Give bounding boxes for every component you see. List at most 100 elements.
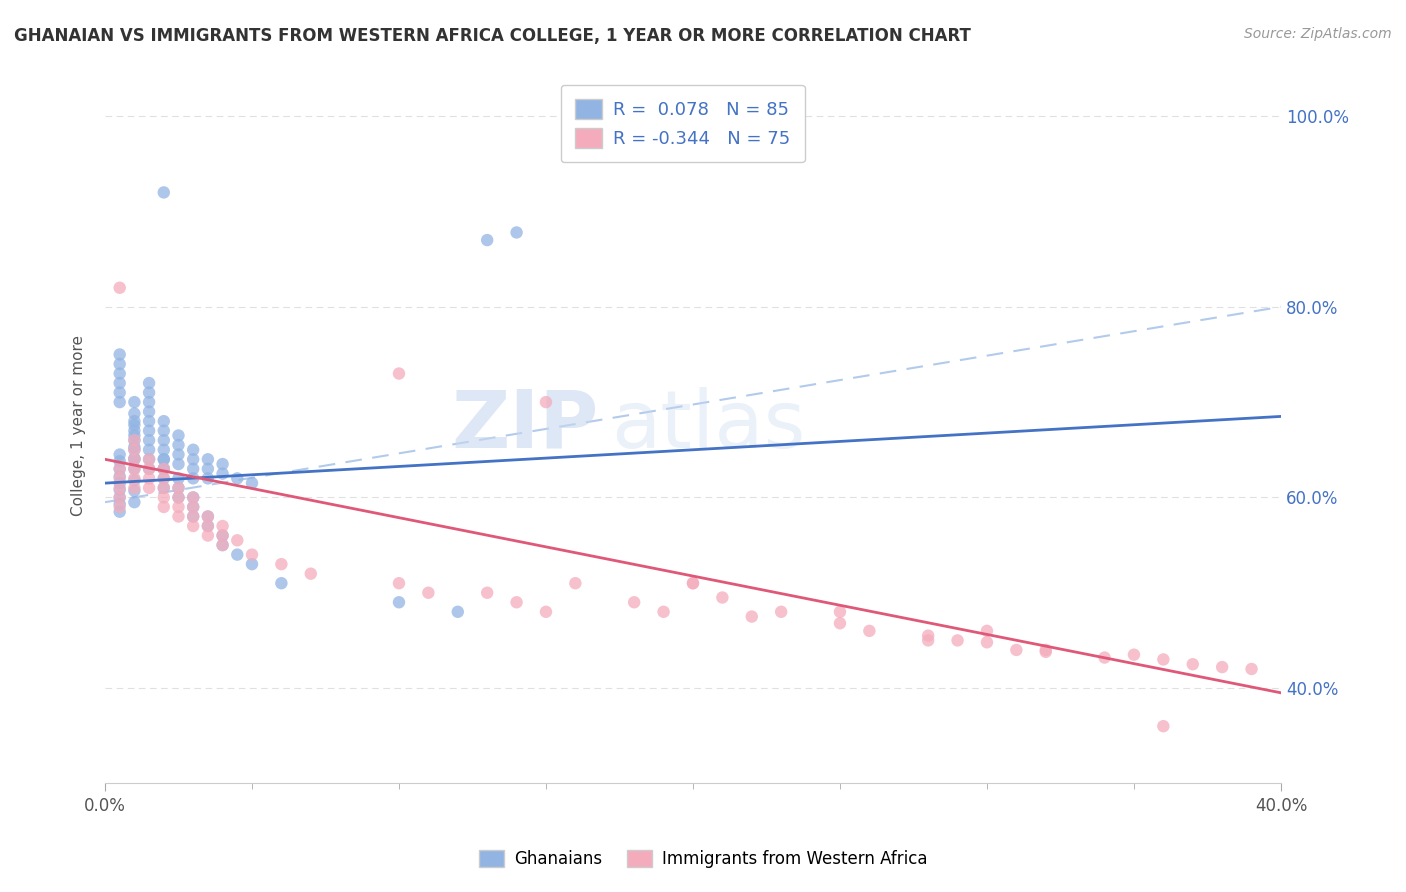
Point	[124, 473, 146, 487]
Point	[138, 452, 160, 467]
Point	[124, 417, 146, 432]
Point	[299, 566, 322, 581]
Point	[181, 471, 204, 485]
Point	[534, 605, 557, 619]
Point	[1152, 652, 1174, 666]
Point	[138, 481, 160, 495]
Point	[270, 576, 292, 591]
Point	[211, 538, 233, 552]
Point	[108, 376, 131, 390]
Point	[152, 462, 174, 476]
Point	[167, 438, 190, 452]
Point	[152, 462, 174, 476]
Point	[124, 424, 146, 438]
Point	[138, 395, 160, 409]
Point	[477, 586, 499, 600]
Point	[167, 509, 190, 524]
Point	[197, 519, 219, 533]
Text: GHANAIAN VS IMMIGRANTS FROM WESTERN AFRICA COLLEGE, 1 YEAR OR MORE CORRELATION C: GHANAIAN VS IMMIGRANTS FROM WESTERN AFRI…	[14, 27, 972, 45]
Point	[108, 385, 131, 400]
Point	[1240, 662, 1263, 676]
Point	[167, 448, 190, 462]
Point	[124, 407, 146, 421]
Text: ZIP: ZIP	[451, 387, 599, 465]
Point	[741, 609, 763, 624]
Point	[181, 500, 204, 514]
Point	[167, 491, 190, 505]
Point	[124, 428, 146, 442]
Point	[108, 471, 131, 485]
Point	[124, 481, 146, 495]
Point	[124, 442, 146, 457]
Point	[181, 462, 204, 476]
Point	[167, 428, 190, 442]
Point	[1035, 643, 1057, 657]
Point	[917, 629, 939, 643]
Point	[152, 471, 174, 485]
Point	[240, 548, 263, 562]
Point	[652, 605, 675, 619]
Point	[138, 424, 160, 438]
Point	[167, 471, 190, 485]
Point	[138, 376, 160, 390]
Point	[108, 483, 131, 497]
Point	[167, 481, 190, 495]
Point	[211, 528, 233, 542]
Point	[108, 281, 131, 295]
Point	[124, 451, 146, 466]
Point	[388, 367, 411, 381]
Point	[138, 462, 160, 476]
Point	[682, 576, 704, 591]
Point	[108, 469, 131, 483]
Point	[682, 576, 704, 591]
Point	[418, 586, 440, 600]
Point	[108, 448, 131, 462]
Point	[505, 595, 527, 609]
Point	[181, 491, 204, 505]
Point	[917, 633, 939, 648]
Point	[152, 434, 174, 448]
Point	[152, 481, 174, 495]
Point	[124, 395, 146, 409]
Point	[211, 457, 233, 471]
Point	[388, 595, 411, 609]
Point	[711, 591, 734, 605]
Point	[108, 497, 131, 511]
Point	[1035, 645, 1057, 659]
Legend: Ghanaians, Immigrants from Western Africa: Ghanaians, Immigrants from Western Afric…	[472, 843, 934, 875]
Point	[152, 491, 174, 505]
Point	[211, 519, 233, 533]
Point	[138, 414, 160, 428]
Point	[858, 624, 880, 638]
Point	[138, 404, 160, 418]
Point	[946, 633, 969, 648]
Point	[167, 500, 190, 514]
Legend: R =  0.078   N = 85, R = -0.344   N = 75: R = 0.078 N = 85, R = -0.344 N = 75	[561, 85, 806, 162]
Point	[770, 605, 793, 619]
Point	[124, 434, 146, 448]
Point	[1152, 719, 1174, 733]
Point	[138, 385, 160, 400]
Point	[828, 605, 851, 619]
Point	[181, 509, 204, 524]
Point	[211, 528, 233, 542]
Point	[1123, 648, 1146, 662]
Point	[240, 557, 263, 571]
Point	[181, 452, 204, 467]
Point	[534, 395, 557, 409]
Point	[108, 395, 131, 409]
Point	[181, 491, 204, 505]
Point	[108, 500, 131, 514]
Point	[447, 605, 470, 619]
Point	[152, 500, 174, 514]
Point	[211, 538, 233, 552]
Point	[152, 471, 174, 485]
Point	[138, 442, 160, 457]
Point	[124, 440, 146, 454]
Point	[124, 790, 146, 805]
Point	[197, 509, 219, 524]
Point	[152, 481, 174, 495]
Point	[108, 357, 131, 371]
Point	[124, 462, 146, 476]
Point	[124, 434, 146, 448]
